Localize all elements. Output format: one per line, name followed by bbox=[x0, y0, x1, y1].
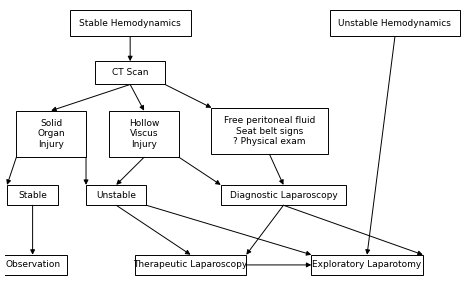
Text: Stable Hemodynamics: Stable Hemodynamics bbox=[79, 19, 181, 28]
FancyBboxPatch shape bbox=[211, 108, 328, 154]
Text: Observation: Observation bbox=[5, 260, 60, 269]
Text: Hollow
Viscus
Injury: Hollow Viscus Injury bbox=[129, 119, 159, 149]
Text: Exploratory Laparotomy: Exploratory Laparotomy bbox=[312, 260, 422, 269]
FancyBboxPatch shape bbox=[135, 255, 246, 275]
FancyBboxPatch shape bbox=[0, 255, 67, 275]
FancyBboxPatch shape bbox=[95, 61, 165, 84]
FancyBboxPatch shape bbox=[70, 10, 191, 37]
Text: Solid
Organ
Injury: Solid Organ Injury bbox=[37, 119, 65, 149]
FancyBboxPatch shape bbox=[109, 111, 179, 157]
Text: Therapeutic Laparoscopy: Therapeutic Laparoscopy bbox=[133, 260, 248, 269]
FancyBboxPatch shape bbox=[221, 185, 346, 205]
FancyBboxPatch shape bbox=[311, 255, 423, 275]
Text: Unstable Hemodynamics: Unstable Hemodynamics bbox=[338, 19, 451, 28]
Text: Unstable: Unstable bbox=[96, 191, 136, 200]
Text: Free peritoneal fluid
Seat belt signs
? Physical exam: Free peritoneal fluid Seat belt signs ? … bbox=[224, 116, 315, 146]
FancyBboxPatch shape bbox=[86, 185, 146, 205]
Text: Stable: Stable bbox=[18, 191, 47, 200]
FancyBboxPatch shape bbox=[7, 185, 58, 205]
FancyBboxPatch shape bbox=[16, 111, 86, 157]
Text: CT Scan: CT Scan bbox=[112, 68, 148, 77]
Text: Diagnostic Laparoscopy: Diagnostic Laparoscopy bbox=[229, 191, 337, 200]
FancyBboxPatch shape bbox=[330, 10, 460, 37]
